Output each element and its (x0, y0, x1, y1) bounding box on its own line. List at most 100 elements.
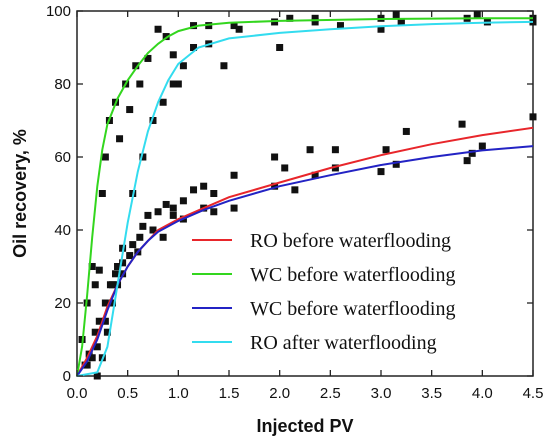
data-point (101, 317, 109, 325)
data-point (136, 233, 144, 241)
data-point (136, 80, 144, 88)
data-point (190, 22, 198, 30)
data-point (529, 113, 537, 121)
x-tick-label: 0.0 (67, 385, 88, 402)
data-point (91, 281, 99, 289)
data-point (230, 22, 238, 30)
data-point (114, 263, 122, 270)
data-point (93, 343, 101, 351)
data-point (336, 22, 344, 30)
x-tick-label: 2.5 (320, 385, 341, 402)
data-point (169, 211, 177, 219)
data-point (468, 149, 476, 157)
x-tick-label: 4.5 (523, 385, 544, 402)
data-point (392, 160, 400, 168)
data-point (179, 62, 187, 70)
data-point (200, 182, 208, 190)
data-point (83, 361, 91, 369)
data-point (271, 182, 279, 190)
data-point (88, 354, 96, 362)
data-point (95, 266, 103, 274)
data-point (458, 120, 466, 128)
data-point (230, 204, 238, 212)
data-point (220, 62, 228, 70)
data-point (174, 80, 182, 88)
legend-label-2: WC before waterflooding (250, 298, 455, 320)
legend-label-3: RO after waterflooding (250, 332, 437, 354)
data-point (286, 14, 294, 22)
data-point (101, 299, 109, 307)
data-point (331, 146, 339, 154)
y-tick-label: 80 (54, 76, 71, 93)
data-point (129, 241, 137, 249)
data-point (119, 259, 127, 267)
legend: RO before waterflooding WC before waterfl… (192, 230, 455, 354)
x-axis-title: Injected PV (256, 416, 353, 436)
data-point (169, 80, 177, 88)
x-tick-label: 2.0 (269, 385, 290, 402)
data-point (311, 171, 319, 179)
data-point (139, 222, 147, 230)
legend-label-0: RO before waterflooding (250, 230, 451, 252)
data-point (132, 62, 140, 70)
data-point (112, 270, 120, 278)
data-point (377, 168, 385, 176)
data-point (98, 190, 106, 197)
data-point (271, 153, 279, 161)
data-point (190, 186, 198, 194)
plot-frame (76, 10, 534, 377)
data-point (108, 299, 116, 307)
data-point (95, 317, 103, 325)
data-point (382, 146, 390, 154)
data-point (377, 25, 385, 33)
y-axis-ticks: 0 20 40 60 80 100 (46, 3, 533, 385)
x-tick-label: 3.0 (371, 385, 392, 402)
data-point (478, 142, 486, 150)
data-point (235, 25, 243, 33)
x-tick-label: 3.5 (421, 385, 442, 402)
data-point (93, 372, 101, 380)
data-point (210, 190, 218, 197)
x-tick-label: 0.5 (117, 385, 138, 402)
data-point (103, 328, 111, 336)
x-tick-label: 1.5 (219, 385, 240, 402)
data-point (162, 200, 170, 208)
data-point (306, 146, 314, 154)
plot-area (76, 10, 537, 380)
data-point (402, 127, 410, 135)
series-0-fit-line (76, 126, 534, 377)
y-tick-label: 100 (46, 3, 71, 20)
series-1-fit-line (76, 17, 533, 377)
data-point (311, 14, 319, 22)
data-point (276, 44, 284, 51)
data-point (149, 226, 157, 234)
data-point (154, 25, 162, 33)
x-tick-label: 1.0 (168, 385, 189, 402)
series-3-fit-line (76, 20, 534, 377)
data-point (190, 44, 198, 51)
data-point (210, 208, 218, 216)
y-tick-label: 20 (54, 295, 71, 312)
series-0-points (81, 113, 537, 369)
data-point (126, 106, 134, 114)
data-point (126, 252, 134, 260)
data-point (392, 11, 400, 19)
data-point (159, 233, 167, 241)
data-point (116, 135, 124, 143)
x-axis-ticks: 0.0 0.5 1.0 1.5 2.0 2.5 3.0 3.5 4.0 4.5 (67, 11, 544, 402)
data-point (291, 186, 299, 194)
data-point (179, 197, 187, 205)
data-point (463, 157, 471, 165)
data-point (159, 98, 167, 106)
data-point (169, 204, 177, 212)
data-point (101, 153, 109, 161)
data-point (154, 208, 162, 216)
x-tick-label: 4.0 (472, 385, 493, 402)
series-2-fit-line (76, 145, 534, 377)
data-point (144, 54, 152, 62)
data-point (88, 263, 96, 270)
data-point (473, 11, 481, 19)
data-point (397, 18, 405, 26)
data-point (91, 328, 99, 336)
data-point (311, 18, 319, 26)
